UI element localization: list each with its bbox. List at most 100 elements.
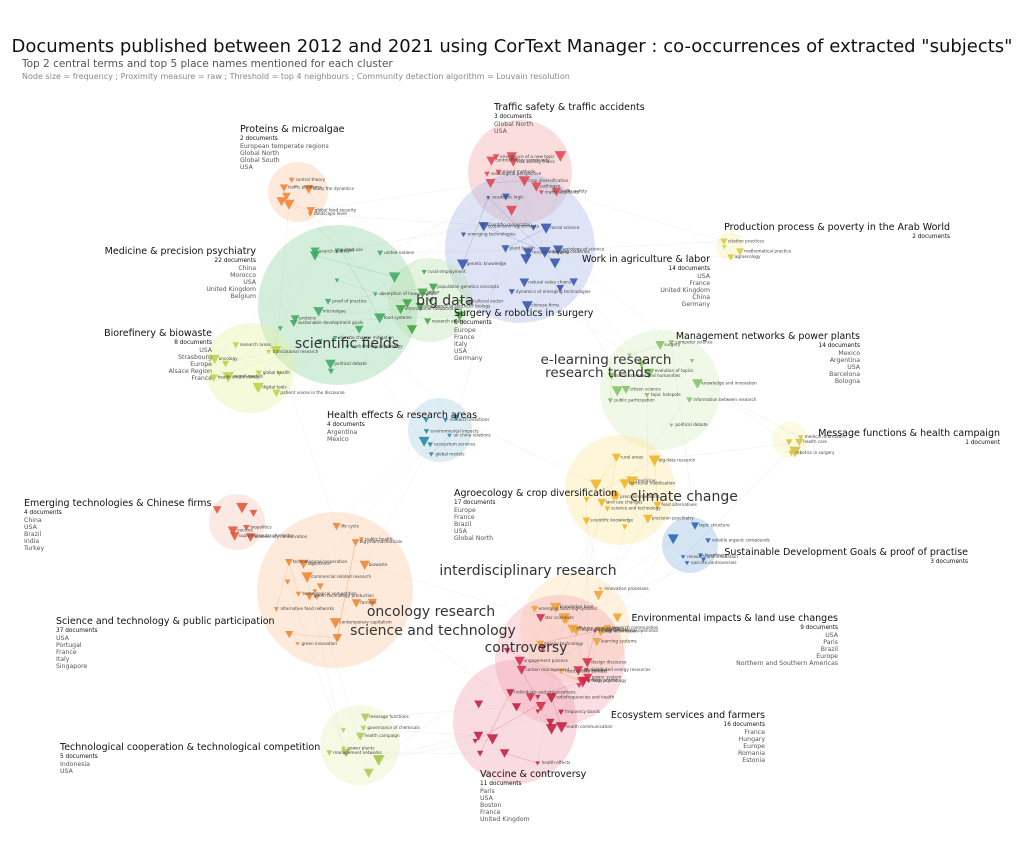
term-label: research domains xyxy=(532,250,569,255)
term-node xyxy=(301,572,313,583)
term-node xyxy=(303,185,314,194)
term-label: health smart homes xyxy=(218,375,260,380)
network-edge xyxy=(375,286,434,295)
term-label: life cycle xyxy=(341,523,360,528)
term-node xyxy=(360,713,370,722)
term-node xyxy=(332,336,338,341)
central-term-label: research trends xyxy=(545,365,651,381)
term-label: animal models xyxy=(232,374,263,379)
network-edge xyxy=(586,499,589,682)
cluster-bubble-biorefinery xyxy=(205,323,295,413)
cluster-doc-count: 37 documents xyxy=(56,628,98,634)
network-edge xyxy=(610,375,612,401)
term-label: fake psychology xyxy=(593,678,627,683)
term-label: uk china relations xyxy=(454,433,491,438)
term-label: international collaborations xyxy=(405,306,462,311)
cluster-place-name: Brazil xyxy=(24,531,42,538)
cluster-place-name: Hungary xyxy=(739,736,766,743)
term-node xyxy=(523,248,534,258)
term-label: academic logic xyxy=(492,195,524,200)
term-node xyxy=(249,509,258,517)
term-label: supramolecular chemistry xyxy=(239,533,294,538)
term-node xyxy=(354,325,364,334)
central-term-labels: big data scientific fields e-learning rese… xyxy=(295,293,738,656)
term-node xyxy=(669,423,674,428)
network-edge xyxy=(336,280,408,304)
term-label: research ethics xyxy=(432,318,464,323)
network-edge xyxy=(314,224,483,256)
page-subtitle: Top 2 central terms and top 5 place name… xyxy=(22,58,393,70)
term-node xyxy=(295,591,302,597)
term-node xyxy=(535,702,547,712)
term-node xyxy=(643,514,653,524)
network-edge xyxy=(573,281,651,372)
term-node xyxy=(418,436,430,447)
cluster-doc-count: 4 documents xyxy=(327,422,365,428)
term-node xyxy=(558,669,565,675)
network-edge xyxy=(587,631,596,663)
term-label: health effects xyxy=(542,760,571,765)
term-label: patient voices in the discourse xyxy=(280,390,345,395)
cluster-place-name: India xyxy=(24,538,39,545)
term-node xyxy=(277,326,283,331)
network-edge xyxy=(411,258,527,330)
cluster-place-name: USA xyxy=(240,164,254,171)
term-label: algorithms xyxy=(307,561,329,566)
network-edge xyxy=(587,526,625,678)
term-label: sustainable development goals xyxy=(298,320,363,325)
term-node xyxy=(590,479,602,491)
network-edge xyxy=(537,617,565,764)
term-node xyxy=(316,583,324,590)
term-label: genetic knowledge xyxy=(467,261,507,266)
term-node xyxy=(305,592,314,601)
network-edge xyxy=(459,251,545,316)
term-node xyxy=(360,725,367,731)
cluster-label-arab: Production process & poverty in the Arab… xyxy=(724,222,950,240)
network-edge xyxy=(213,337,336,378)
term-node xyxy=(684,561,690,566)
term-label: public health xyxy=(365,536,393,541)
cluster-place-name: Germany xyxy=(454,355,483,362)
cluster-place-name: United Kingdom xyxy=(480,816,530,823)
cluster-label-techcoop: Technological cooperation & technologica… xyxy=(59,742,320,775)
term-node xyxy=(647,368,654,375)
term-label: power plants xyxy=(347,746,374,751)
term-node xyxy=(701,557,706,563)
term-node xyxy=(324,298,332,305)
network-edge xyxy=(278,306,421,374)
term-node xyxy=(501,245,510,253)
term-label: agricultural sector xyxy=(465,299,504,304)
term-label: moral science xyxy=(550,225,580,230)
cluster-doc-count: 22 documents xyxy=(215,258,257,264)
network-edge xyxy=(343,727,364,749)
term-label: control theory community xyxy=(495,158,550,163)
cluster-place-name: Europe xyxy=(816,653,838,660)
network-edge xyxy=(629,344,661,356)
network-edge xyxy=(287,581,347,753)
term-node xyxy=(329,618,342,629)
cluster-doc-count: 11 documents xyxy=(480,781,522,787)
network-edge xyxy=(286,195,342,251)
cluster-place-name: USA xyxy=(199,347,213,354)
term-label: health information xyxy=(599,628,638,633)
term-label: proteins xyxy=(299,316,316,321)
term-node xyxy=(359,560,370,570)
term-node xyxy=(535,695,541,700)
term-label: traffic problems xyxy=(288,185,321,190)
term-node xyxy=(569,278,578,286)
network-edge xyxy=(544,251,731,258)
term-node xyxy=(310,247,320,256)
term-label: emerging technologies xyxy=(468,232,516,237)
term-node xyxy=(388,272,401,283)
cluster-bubble-techcoop xyxy=(320,705,400,785)
cluster-doc-count: 1 document xyxy=(965,440,1001,446)
term-label: learning systems xyxy=(601,639,637,644)
term-label: translational research xyxy=(273,349,319,354)
cluster-doc-count: 3 documents xyxy=(494,114,532,120)
cluster-place-name: Portugal xyxy=(56,642,82,649)
term-node xyxy=(227,526,238,536)
term-label: engagement process xyxy=(524,658,568,663)
network-edge xyxy=(328,286,434,302)
cluster-name: Vaccine & controversy xyxy=(480,769,587,780)
